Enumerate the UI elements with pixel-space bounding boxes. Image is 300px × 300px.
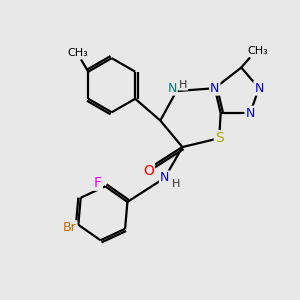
Text: F: F xyxy=(94,176,102,190)
Text: CH₃: CH₃ xyxy=(68,48,88,59)
Text: H: H xyxy=(172,179,181,189)
Text: N: N xyxy=(167,82,177,95)
Text: S: S xyxy=(215,131,224,145)
Text: N: N xyxy=(160,172,169,184)
Text: N: N xyxy=(210,82,220,95)
Text: Br: Br xyxy=(63,221,76,234)
Text: N: N xyxy=(245,107,255,120)
Text: H: H xyxy=(179,80,187,90)
Text: O: O xyxy=(143,164,154,178)
Text: N: N xyxy=(254,82,264,95)
Text: CH₃: CH₃ xyxy=(247,46,268,56)
